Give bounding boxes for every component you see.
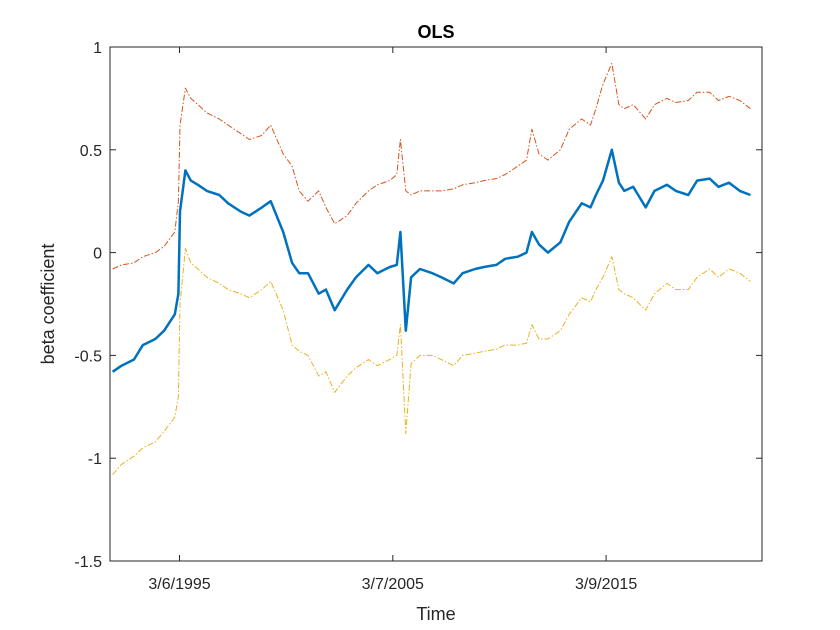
y-tick-label: 0.5 — [80, 143, 102, 160]
ticks: 1 0.5 0 -0.5 -1 -1.5 3/6/1995 3/7/2005 3/9/2015 — [74, 40, 762, 593]
series-layer — [111, 62, 751, 475]
series-line-upper-band — [112, 62, 751, 270]
y-tick-label: 0 — [93, 246, 102, 263]
axes — [109, 46, 763, 562]
x-tick-label: 3/7/2005 — [362, 576, 424, 593]
axes-box — [109, 46, 763, 562]
plot-area — [110, 47, 762, 561]
y-tick-label: 1 — [93, 40, 102, 57]
x-tick-label: 3/6/1995 — [148, 576, 210, 593]
x-axis-title: Time — [416, 604, 455, 624]
series-line-estimate — [111, 148, 751, 373]
series-line-lower-band — [112, 248, 751, 475]
chart-title: OLS — [417, 22, 454, 42]
y-axis-title: beta coefficient — [38, 244, 58, 365]
y-tick-label: -1 — [88, 451, 102, 468]
x-tick-label: 3/9/2015 — [575, 576, 637, 593]
y-tick-label: -1.5 — [74, 554, 102, 571]
y-tick-label: -0.5 — [74, 348, 102, 365]
axes-background — [110, 47, 762, 561]
